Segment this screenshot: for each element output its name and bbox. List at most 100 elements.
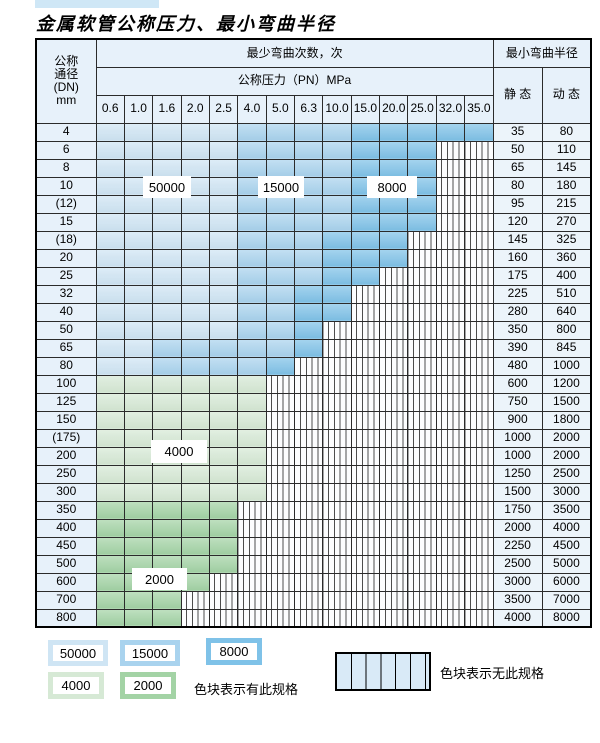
spec-cell-none [322,500,352,520]
spec-cell-none [464,572,494,592]
spec-cell-none [265,374,296,394]
spec-cell-none [180,608,210,628]
spec-cell-50000 [180,212,210,232]
spec-cell-4000 [208,446,239,466]
spec-cell-none [407,392,437,412]
spec-cell-50000 [95,122,125,142]
spec-cell-15000 [294,194,324,214]
spec-cell-none [435,446,466,466]
dn-label: (18) [35,230,97,250]
spec-cell-2000 [180,554,210,574]
spec-cell-none [350,554,381,574]
dynamic-value: 270 [541,212,592,232]
spec-cell-none [322,518,352,538]
spec-cell-none [350,410,381,430]
spec-cell-none [265,446,296,466]
spec-cell-none [435,212,466,232]
header-dynamic: 动 态 [541,66,592,124]
dynamic-value: 2000 [541,446,592,466]
spec-cell-8000 [322,266,352,286]
spec-cell-50000 [208,212,239,232]
spec-cell-15000 [322,194,352,214]
spec-cell-8000 [407,194,437,214]
spec-cell-15000 [322,176,352,196]
spec-cell-8000 [350,194,381,214]
spec-cell-8000 [464,122,494,142]
dynamic-value: 145 [541,158,592,178]
spec-cell-4000 [123,428,154,448]
spec-cell-50000 [123,320,154,340]
spec-cell-none [407,518,437,538]
dn-label: (12) [35,194,97,214]
spec-cell-8000 [294,338,324,358]
spec-cell-none [464,140,494,160]
spec-cell-50000 [180,122,210,142]
spec-cell-none [435,266,466,286]
spec-cell-8000 [294,284,324,304]
spec-cell-none [379,338,409,358]
spec-cell-2000 [208,518,239,538]
table-row: 20 160 360 [35,248,592,268]
spec-cell-15000 [208,338,239,358]
spec-cell-2000 [95,554,125,574]
spec-cell-none [464,284,494,304]
header-static: 静 态 [492,66,543,124]
spec-cell-50000 [208,302,239,322]
table-row: 8 65 145 [35,158,592,178]
pressure-tick: 4.0 [237,94,267,124]
spec-cell-8000 [379,248,409,268]
spec-cell-15000 [208,356,239,376]
spec-cell-4000 [208,464,239,484]
spec-cell-none [208,608,239,628]
spec-cell-50000 [95,140,125,160]
spec-cell-15000 [294,122,324,142]
spec-cell-50000 [208,122,239,142]
spec-cell-none [322,320,352,340]
region-label-4000: 4000 [151,440,207,463]
legend-swatch-8000-value: 8000 [211,643,257,660]
spec-cell-none [464,590,494,610]
spec-cell-15000 [294,230,324,250]
spec-cell-none [407,500,437,520]
spec-cell-50000 [123,284,154,304]
spec-cell-4000 [152,482,182,502]
spec-cell-none [350,428,381,448]
spec-cell-none [322,536,352,556]
spec-cell-50000 [208,176,239,196]
dynamic-value: 80 [541,122,592,142]
legend-swatch-50000-value: 50000 [53,645,103,661]
spec-cell-none [435,158,466,178]
table-row: (12) 95 215 [35,194,592,214]
spec-cell-none [464,248,494,268]
spec-cell-50000 [95,356,125,376]
spec-cell-8000 [294,302,324,322]
spec-cell-none [180,590,210,610]
table-row: 200 1000 2000 [35,446,592,466]
spec-cell-15000 [265,320,296,340]
static-value: 750 [492,392,543,412]
spec-cell-50000 [180,266,210,286]
table-row: 32 225 510 [35,284,592,304]
spec-cell-15000 [237,320,267,340]
dynamic-value: 8000 [541,608,592,628]
spec-cell-15000 [294,248,324,268]
spec-cell-15000 [294,140,324,160]
header-pressure: 公称压力（PN）MPa [95,66,494,96]
spec-cell-15000 [265,302,296,322]
spec-cell-15000 [237,212,267,232]
spec-cell-4000 [95,410,125,430]
dn-label: 800 [35,608,97,628]
spec-cell-none [407,338,437,358]
table-row: 4 35 80 [35,122,592,142]
spec-cell-15000 [237,338,267,358]
spec-cell-none [464,608,494,628]
spec-cell-4000 [237,374,267,394]
static-value: 900 [492,410,543,430]
spec-cell-none [294,536,324,556]
dn-label: 400 [35,518,97,538]
spec-cell-none [265,518,296,538]
spec-cell-2000 [180,518,210,538]
spec-cell-none [350,446,381,466]
spec-cell-none [407,608,437,628]
